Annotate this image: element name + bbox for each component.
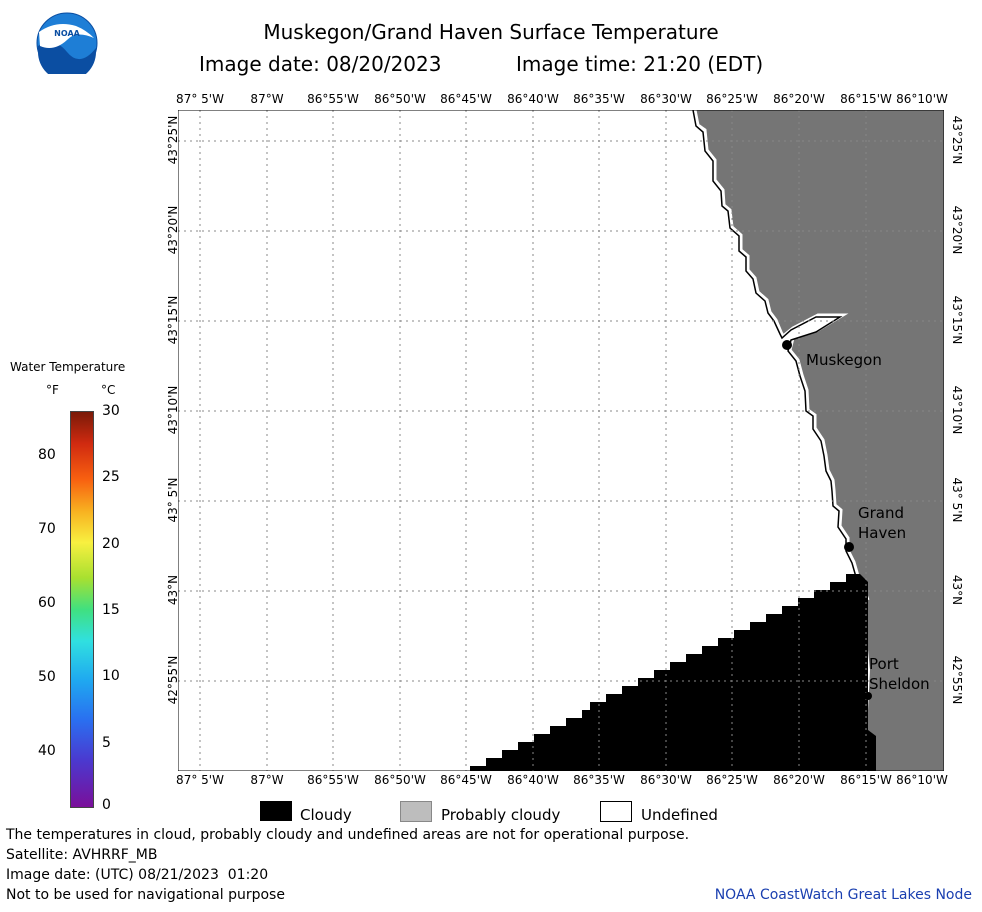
lon-label-top: 86°30'W <box>640 92 692 106</box>
map-title: Muskegon/Grand Haven Surface Temperature <box>263 20 719 44</box>
colorbar-unit-f: °F <box>46 383 59 397</box>
satellite-text: Satellite: AVHRRF_MB <box>6 847 158 863</box>
c-tick: 25 <box>102 469 120 485</box>
lat-label-left: 43°20'N <box>166 205 180 255</box>
lon-label-top: 87°W <box>250 92 284 106</box>
f-tick: 60 <box>38 595 56 611</box>
muskegon-marker <box>782 340 792 350</box>
lon-label-top: 86°45'W <box>440 92 492 106</box>
colorbar-title: Water Temperature <box>10 360 126 374</box>
lon-label-bottom: 86°30'W <box>640 773 692 787</box>
f-tick: 80 <box>38 447 56 463</box>
lon-label-bottom: 86°55'W <box>307 773 359 787</box>
noaa-logo: NOAA <box>36 12 98 81</box>
nav-warning-text: Not to be used for navigational purpose <box>6 887 285 903</box>
lat-label-left: 43°N <box>166 574 180 606</box>
lat-label-right: 42°55'N <box>950 655 964 705</box>
lon-label-bottom: 86°40'W <box>507 773 559 787</box>
lat-label-right: 43° 5'N <box>950 477 964 523</box>
lon-label-bottom: 86°25'W <box>706 773 758 787</box>
c-tick: 0 <box>102 797 111 813</box>
lon-label-bottom: 86°10'W <box>896 773 948 787</box>
lon-label-top: 87° 5'W <box>176 92 224 106</box>
port-sheldon-marker <box>864 692 872 700</box>
lat-label-left: 43°15'N <box>166 295 180 345</box>
image-date: Image date: 08/20/2023 <box>199 52 442 76</box>
f-tick: 40 <box>38 743 56 759</box>
image-time: Image time: 21:20 (EDT) <box>516 52 764 76</box>
c-tick: 5 <box>102 735 111 751</box>
lon-label-bottom: 87°W <box>250 773 284 787</box>
utc-date-text: Image date: (UTC) 08/21/2023 01:20 <box>6 867 269 883</box>
lon-label-bottom: 86°35'W <box>573 773 625 787</box>
lat-label-left: 42°55'N <box>166 655 180 705</box>
lat-lon-grid <box>178 110 944 771</box>
logo-text: NOAA <box>54 29 80 38</box>
lon-label-top: 86°50'W <box>374 92 426 106</box>
lon-label-top: 86°55'W <box>307 92 359 106</box>
lon-label-bottom: 86°45'W <box>440 773 492 787</box>
colorbar-unit-c: °C <box>101 383 116 397</box>
undefined-swatch <box>600 801 632 822</box>
lat-label-left: 43°10'N <box>166 385 180 435</box>
lon-label-top: 86°15'W <box>840 92 892 106</box>
lon-label-top: 86°10'W <box>896 92 948 106</box>
lon-label-top: 86°20'W <box>773 92 825 106</box>
map-area <box>178 110 944 771</box>
disclaimer-text: The temperatures in cloud, probably clou… <box>6 827 690 843</box>
colorbar <box>70 411 94 808</box>
probably-cloudy-swatch <box>400 801 432 822</box>
cloud-area <box>470 574 876 771</box>
undefined-label: Undefined <box>641 806 718 824</box>
lon-label-top: 86°25'W <box>706 92 758 106</box>
cloudy-swatch <box>260 801 292 821</box>
lat-label-right: 43°N <box>950 574 964 606</box>
probably-cloudy-label: Probably cloudy <box>441 806 561 824</box>
c-tick: 20 <box>102 536 120 552</box>
lon-label-bottom: 87° 5'W <box>176 773 224 787</box>
c-tick: 15 <box>102 602 120 618</box>
land-area <box>695 110 944 771</box>
f-tick: 70 <box>38 521 56 537</box>
c-tick: 30 <box>102 403 120 419</box>
cloudy-label: Cloudy <box>300 806 352 824</box>
lat-label-left: 43°25'N <box>166 115 180 165</box>
label-port-sheldon: Port Sheldon <box>869 655 930 693</box>
lon-label-bottom: 86°15'W <box>840 773 892 787</box>
grand-haven-marker <box>844 542 854 552</box>
lat-label-right: 43°10'N <box>950 385 964 435</box>
label-grand-haven: Grand Haven <box>858 504 907 542</box>
label-muskegon: Muskegon <box>806 351 882 369</box>
lat-label-right: 43°20'N <box>950 205 964 255</box>
credit-text: NOAA CoastWatch Great Lakes Node <box>714 887 972 903</box>
f-tick: 50 <box>38 669 56 685</box>
lon-label-bottom: 86°20'W <box>773 773 825 787</box>
lon-label-bottom: 86°50'W <box>374 773 426 787</box>
lon-label-top: 86°35'W <box>573 92 625 106</box>
lon-label-top: 86°40'W <box>507 92 559 106</box>
lat-label-right: 43°15'N <box>950 295 964 345</box>
lat-label-left: 43° 5'N <box>166 477 180 523</box>
c-tick: 10 <box>102 668 120 684</box>
lat-label-right: 43°25'N <box>950 115 964 165</box>
